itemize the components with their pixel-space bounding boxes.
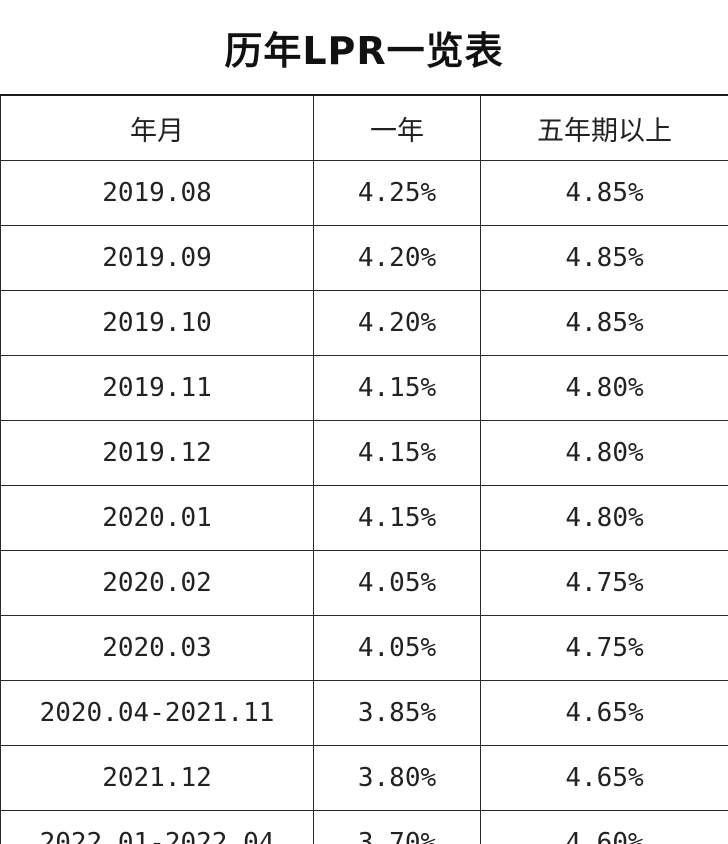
cell-five-year-rate: 4.85%: [480, 160, 728, 226]
cell-month: 2019.08: [0, 160, 314, 226]
table-row: 2019.09 4.20% 4.85%: [0, 225, 728, 291]
cell-month: 2021.12: [0, 745, 314, 811]
table-row: 2020.03 4.05% 4.75%: [0, 615, 728, 681]
table-row: 2020.04-2021.11 3.85% 4.65%: [0, 680, 728, 746]
table-row: 2019.12 4.15% 4.80%: [0, 420, 728, 486]
cell-five-year-rate: 4.75%: [480, 550, 728, 616]
table-row: 2019.10 4.20% 4.85%: [0, 290, 728, 356]
cell-month: 2022.01-2022.04: [0, 810, 314, 844]
cell-five-year-rate: 4.60%: [480, 810, 728, 844]
lpr-table: 年月 一年 五年期以上 2019.08 4.25% 4.85% 2019.09 …: [0, 94, 728, 844]
cell-one-year-rate: 4.15%: [313, 485, 481, 551]
cell-five-year-rate: 4.80%: [480, 485, 728, 551]
table-row: 2019.11 4.15% 4.80%: [0, 355, 728, 421]
cell-five-year-rate: 4.75%: [480, 615, 728, 681]
cell-month: 2020.02: [0, 550, 314, 616]
column-header-month: 年月: [0, 94, 314, 161]
column-header-one-year: 一年: [313, 94, 481, 161]
table-row: 2019.08 4.25% 4.85%: [0, 160, 728, 226]
cell-one-year-rate: 4.05%: [313, 615, 481, 681]
cell-five-year-rate: 4.85%: [480, 290, 728, 356]
cell-one-year-rate: 4.20%: [313, 290, 481, 356]
cell-one-year-rate: 3.70%: [313, 810, 481, 844]
cell-five-year-rate: 4.80%: [480, 420, 728, 486]
cell-five-year-rate: 4.85%: [480, 225, 728, 291]
cell-five-year-rate: 4.65%: [480, 680, 728, 746]
cell-month: 2020.04-2021.11: [0, 680, 314, 746]
cell-month: 2019.11: [0, 355, 314, 421]
cell-month: 2019.12: [0, 420, 314, 486]
title-bar: 历年LPR一览表: [0, 0, 728, 94]
table-row: 2021.12 3.80% 4.65%: [0, 745, 728, 811]
cell-month: 2019.10: [0, 290, 314, 356]
cell-one-year-rate: 4.20%: [313, 225, 481, 291]
table-row: 2022.01-2022.04 3.70% 4.60%: [0, 810, 728, 844]
table-row: 2020.01 4.15% 4.80%: [0, 485, 728, 551]
cell-one-year-rate: 4.15%: [313, 420, 481, 486]
cell-one-year-rate: 3.85%: [313, 680, 481, 746]
cell-five-year-rate: 4.65%: [480, 745, 728, 811]
page-title: 历年LPR一览表: [224, 28, 504, 73]
cell-five-year-rate: 4.80%: [480, 355, 728, 421]
cell-one-year-rate: 3.80%: [313, 745, 481, 811]
cell-one-year-rate: 4.05%: [313, 550, 481, 616]
cell-month: 2020.01: [0, 485, 314, 551]
header-row: 年月 一年 五年期以上: [0, 94, 728, 161]
column-header-five-year: 五年期以上: [480, 94, 728, 161]
cell-one-year-rate: 4.25%: [313, 160, 481, 226]
cell-month: 2019.09: [0, 225, 314, 291]
table-row: 2020.02 4.05% 4.75%: [0, 550, 728, 616]
cell-one-year-rate: 4.15%: [313, 355, 481, 421]
cell-month: 2020.03: [0, 615, 314, 681]
